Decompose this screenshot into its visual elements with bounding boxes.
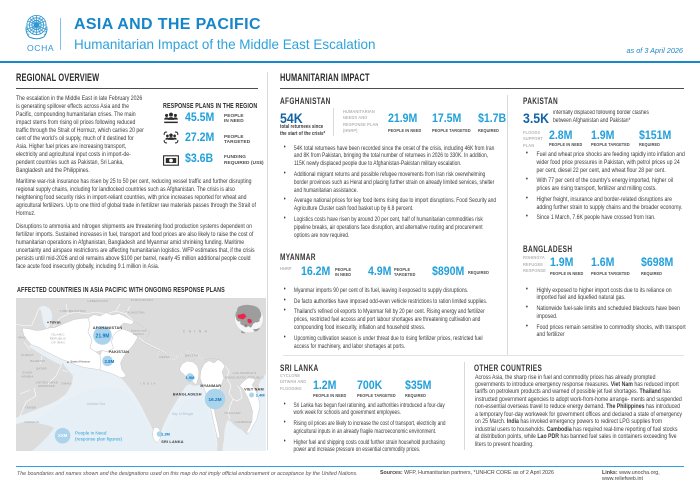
svg-text:REPUBLIC: REPUBLIC xyxy=(50,336,67,340)
svg-text:EMIRATES: EMIRATES xyxy=(38,384,55,388)
svg-text:MYANMAR: MYANMAR xyxy=(200,384,221,388)
svg-text:People in Need: People in Need xyxy=(75,430,107,435)
svg-text:IRAQ: IRAQ xyxy=(18,335,27,339)
svg-text:BAHRAIN: BAHRAIN xyxy=(30,359,45,363)
svg-text:XXM: XXM xyxy=(58,433,68,438)
svg-text:1.2M: 1.2M xyxy=(161,431,171,436)
svg-text:Jammu and: Jammu and xyxy=(131,329,147,333)
svg-text:Tehran: Tehran xyxy=(50,321,61,325)
svg-text:(response plan figures): (response plan figures) xyxy=(75,437,122,442)
svg-text:VIET NAM: VIET NAM xyxy=(244,388,264,392)
svg-text:Strait of Hormuz: Strait of Hormuz xyxy=(70,360,90,364)
svg-text:SOMALIA: SOMALIA xyxy=(25,420,40,424)
svg-text:Arabian Sea: Arabian Sea xyxy=(86,402,106,406)
svg-text:1.9M: 1.9M xyxy=(186,375,196,380)
svg-text:INDIA: INDIA xyxy=(140,382,157,386)
svg-text:2.8M: 2.8M xyxy=(105,359,115,364)
svg-text:UZBEKISTAN: UZBEKISTAN xyxy=(87,299,108,303)
svg-text:ISLAMIC: ISLAMIC xyxy=(51,332,65,336)
svg-text:LAO PEOPLE'S: LAO PEOPLE'S xyxy=(233,371,257,375)
svg-text:Kashmir: Kashmir xyxy=(133,332,144,336)
svg-text:SRI LANKA: SRI LANKA xyxy=(161,440,184,444)
svg-text:AFGHANISTAN: AFGHANISTAN xyxy=(93,326,123,330)
svg-text:PAKISTAN: PAKISTAN xyxy=(109,350,130,354)
svg-text:KUWAIT: KUWAIT xyxy=(21,353,34,357)
svg-text:OMAN: OMAN xyxy=(61,381,71,385)
svg-text:CHINA: CHINA xyxy=(183,330,211,334)
svg-text:1.4M: 1.4M xyxy=(256,392,266,397)
svg-text:ARABIA: ARABIA xyxy=(21,375,33,379)
svg-text:UNITED ARAB: UNITED ARAB xyxy=(36,381,58,385)
svg-text:BHUTAN: BHUTAN xyxy=(185,353,198,357)
svg-text:TURKMENISTAN: TURKMENISTAN xyxy=(60,309,86,313)
svg-text:16.2M: 16.2M xyxy=(208,397,221,403)
svg-text:THAILAND: THAILAND xyxy=(224,411,241,415)
svg-text:YEMEN: YEMEN xyxy=(25,406,37,410)
svg-text:BANGLADESH: BANGLADESH xyxy=(173,392,202,396)
svg-text:NEPAL: NEPAL xyxy=(159,355,170,359)
svg-text:KYRGYZSTAN: KYRGYZSTAN xyxy=(131,298,153,302)
svg-text:21.9M: 21.9M xyxy=(96,333,110,339)
svg-text:CAMBODIA: CAMBODIA xyxy=(234,420,252,424)
svg-text:SAUDI: SAUDI xyxy=(22,370,32,374)
svg-text:Bay of Bengal: Bay of Bengal xyxy=(172,412,193,416)
svg-text:OF IRAN: OF IRAN xyxy=(51,340,65,344)
svg-text:DEMOCRATIC REPUBLIC: DEMOCRATIC REPUBLIC xyxy=(225,376,265,380)
svg-text:QATAR: QATAR xyxy=(36,367,48,371)
svg-text:TAJIKISTAN: TAJIKISTAN xyxy=(126,311,145,315)
